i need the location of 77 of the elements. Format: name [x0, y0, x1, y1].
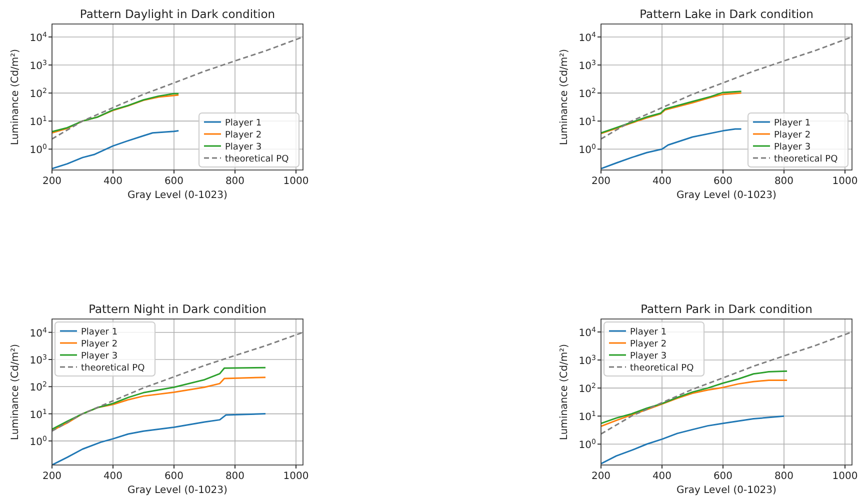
legend-label: theoretical PQ: [81, 364, 145, 374]
y-tick-label: 10$^{1}$: [30, 408, 47, 421]
x-tick-label: 800: [774, 471, 794, 482]
chart-title: Pattern Night in Dark condition: [88, 302, 266, 316]
chart-title: Pattern Park in Dark condition: [640, 302, 812, 316]
y-tick-label: 10$^{1}$: [578, 115, 596, 128]
x-tick-label: 400: [103, 471, 123, 482]
legend-label: Player 2: [225, 130, 262, 140]
y-tick-label: 10$^{2}$: [30, 87, 47, 100]
line-series: [601, 370, 788, 424]
x-tick-label: 800: [774, 176, 794, 187]
y-axis-title: Luminance (Cd/m²): [10, 344, 21, 440]
line-series: [52, 376, 266, 432]
y-tick-label: 10$^{1}$: [578, 410, 596, 424]
x-tick-label: 600: [164, 176, 184, 187]
legend-label: Player 3: [630, 352, 667, 362]
x-tick-label: 400: [103, 176, 123, 187]
y-tick-label: 10$^{2}$: [578, 382, 596, 396]
line-series: [52, 130, 180, 170]
legend-label: Player 3: [81, 352, 118, 362]
y-tick-label: 10$^{0}$: [30, 434, 47, 448]
x-tick-label: 200: [42, 471, 62, 482]
x-tick-label: 200: [591, 471, 611, 482]
x-axis-title: Gray Level (0-1023): [676, 485, 777, 496]
x-tick-label: 1000: [832, 471, 858, 482]
legend-label: Player 1: [225, 118, 262, 128]
legend-label: Player 2: [81, 340, 118, 350]
x-tick-label: 200: [591, 176, 611, 187]
line-series: [601, 128, 742, 170]
legend-label: Player 3: [774, 142, 811, 152]
legend-label: theoretical PQ: [774, 154, 838, 164]
legend-label: Player 2: [774, 130, 811, 140]
legend-label: theoretical PQ: [225, 154, 289, 164]
y-tick-label: 10$^{3}$: [30, 59, 47, 72]
x-tick-label: 800: [225, 176, 245, 187]
y-tick-label: 10$^{3}$: [30, 353, 47, 366]
y-tick-label: 10$^{0}$: [578, 143, 596, 156]
y-tick-label: 10$^{4}$: [30, 30, 48, 44]
y-tick-label: 10$^{3}$: [578, 59, 596, 72]
line-series: [601, 415, 785, 464]
x-axis-title: Gray Level (0-1023): [128, 190, 228, 201]
x-tick-label: 600: [713, 176, 733, 187]
legend-label: Player 1: [774, 118, 811, 128]
x-axis-title: Gray Level (0-1023): [128, 485, 228, 496]
y-tick-label: 10$^{4}$: [578, 326, 597, 339]
y-axis-title: Luminance (Cd/m²): [559, 344, 570, 440]
line-series: [52, 36, 303, 140]
y-tick-label: 10$^{3}$: [578, 354, 596, 368]
y-axis-title: Luminance (Cd/m²): [10, 48, 21, 146]
y-tick-label: 10$^{2}$: [578, 87, 596, 100]
legend-label: theoretical PQ: [630, 364, 694, 374]
x-tick-label: 1000: [832, 176, 858, 187]
y-tick-label: 10$^{0}$: [30, 143, 47, 156]
x-tick-label: 1000: [283, 471, 309, 482]
legend-label: Player 2: [630, 340, 667, 350]
x-tick-label: 1000: [283, 176, 309, 187]
line-series: [52, 413, 266, 465]
y-axis-title: Luminance (Cd/m²): [559, 48, 570, 146]
y-tick-label: 10$^{0}$: [578, 438, 596, 452]
line-series: [601, 36, 852, 140]
y-tick-label: 10$^{4}$: [578, 30, 597, 44]
legend-label: Player 1: [81, 328, 118, 338]
chart-title: Pattern Daylight in Dark condition: [80, 7, 276, 21]
legend-label: Player 1: [630, 328, 667, 338]
line-series: [601, 379, 788, 428]
x-tick-label: 800: [225, 471, 245, 482]
x-tick-label: 200: [42, 176, 62, 187]
y-tick-label: 10$^{2}$: [30, 380, 47, 394]
x-tick-label: 400: [652, 176, 672, 187]
y-tick-label: 10$^{1}$: [30, 115, 47, 128]
x-tick-label: 600: [164, 471, 184, 482]
x-tick-label: 400: [652, 471, 672, 482]
y-tick-label: 10$^{4}$: [30, 326, 48, 340]
x-tick-label: 600: [713, 471, 733, 482]
x-axis-title: Gray Level (0-1023): [676, 190, 777, 201]
legend-label: Player 3: [225, 142, 262, 152]
chart-title: Pattern Lake in Dark condition: [640, 7, 814, 21]
